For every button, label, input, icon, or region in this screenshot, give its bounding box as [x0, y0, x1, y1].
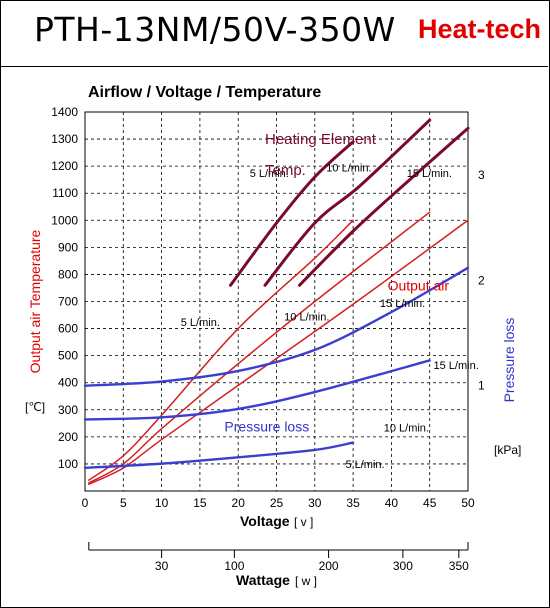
curve-label-pressure: 15 L/min. — [434, 360, 479, 372]
y-tick-label: 1400 — [51, 105, 78, 119]
grid-lines — [85, 112, 468, 491]
curve-label-pressure: 10 L/min. — [384, 422, 429, 434]
wattage-tick-label: 100 — [224, 559, 244, 573]
wattage-axis-unit: [ w ] — [295, 574, 317, 588]
curve-label-element: 5 L/min. — [250, 168, 289, 180]
curve-label-element: 15 L/min. — [407, 168, 452, 180]
y-tick-label: 800 — [58, 267, 78, 281]
series-line-pressure-6 — [83, 441, 355, 470]
annotation-output-air: Output air — [388, 278, 450, 294]
wattage-tick-label: 30 — [155, 559, 169, 573]
y-tick-label: 100 — [58, 457, 78, 471]
series-line-pressure-7 — [83, 359, 431, 421]
plot-border — [84, 111, 469, 492]
curve-label-output: 10 L/min. — [284, 311, 329, 323]
wattage-tick-label: 350 — [449, 559, 469, 573]
y-axis-label: Output air Temperature — [27, 229, 43, 373]
y-axis-unit: [℃] — [25, 400, 45, 414]
annotation-pressure-loss: Pressure loss — [224, 418, 309, 434]
y-tick-label: 700 — [58, 295, 78, 309]
axes: 0 5 10 15 20 25 30 35 40 45 50 100 200 300 400 500 600 70… — [25, 105, 521, 529]
x-tick-label: 50 — [461, 496, 475, 510]
curve-label-output: 15 L/min. — [380, 298, 425, 310]
annotations: 5 L/min. 10 L/min. 15 L/min. 5 L/min. 10 L/m… — [181, 131, 479, 471]
y-tick-label: 900 — [58, 240, 78, 254]
annotation-element-temp: Heating Element — [265, 131, 377, 148]
series-line-output-4 — [88, 211, 431, 484]
chart-title: Airflow / Voltage / Temperature — [88, 84, 321, 101]
x-tick-label: 15 — [193, 496, 207, 510]
x-tick-label: 0 — [82, 496, 89, 510]
x-tick-label: 30 — [308, 496, 322, 510]
y-tick-label: 1300 — [51, 132, 78, 146]
series-line-element-2 — [297, 126, 470, 287]
y-tick-label: 500 — [58, 349, 78, 363]
series-line-element-0 — [229, 140, 355, 287]
y2-tick-label: 2 — [478, 273, 485, 287]
x-axis-label: Voltage — [240, 513, 290, 529]
series-lines — [83, 118, 470, 485]
wattage-axis: 30 100 200 300 350 Wattage [ w ] — [88, 542, 469, 588]
x-tick-label: 40 — [385, 496, 399, 510]
x-tick-label: 45 — [423, 496, 437, 510]
page-title: PTH-13NM/50V-350W — [34, 10, 396, 49]
y-tick-label: 400 — [58, 376, 78, 390]
y-tick-label: 200 — [58, 430, 78, 444]
y2-tick-label: 3 — [478, 168, 485, 182]
x-tick-label: 35 — [346, 496, 360, 510]
series-line-element-1 — [263, 118, 432, 287]
x-axis-unit: [ v ] — [294, 515, 313, 529]
y-tick-label: 300 — [58, 403, 78, 417]
x-tick-label: 5 — [120, 496, 127, 510]
wattage-tick-label: 200 — [319, 559, 339, 573]
wattage-axis-label: Wattage — [236, 572, 290, 588]
series-line-output-3 — [88, 219, 354, 481]
brand-logo-text: Heat-tech — [418, 14, 542, 44]
y2-axis-unit: [kPa] — [494, 443, 521, 457]
wattage-tick-label: 300 — [393, 559, 413, 573]
curve-label-pressure: 5 L/min. — [345, 459, 384, 471]
series-line-output-5 — [88, 219, 469, 485]
header-bar: PTH-13NM/50V-350W Heat-tech — [0, 0, 548, 67]
y2-axis-label: Pressure loss — [501, 318, 517, 403]
y-tick-label: 1000 — [51, 213, 78, 227]
y-tick-label: 1200 — [51, 159, 78, 173]
y-tick-label: 600 — [58, 322, 78, 336]
curve-label-output: 5 L/min. — [181, 317, 220, 329]
series-line-pressure-8 — [83, 266, 470, 387]
annotation-element-temp-line2: Temp. — [265, 162, 306, 179]
y2-tick-label: 1 — [478, 379, 485, 393]
x-tick-label: 25 — [270, 496, 284, 510]
curve-label-element: 10 L/min. — [326, 163, 371, 175]
x-tick-label: 10 — [155, 496, 169, 510]
x-tick-label: 20 — [232, 496, 246, 510]
y-tick-label: 1100 — [52, 186, 78, 200]
